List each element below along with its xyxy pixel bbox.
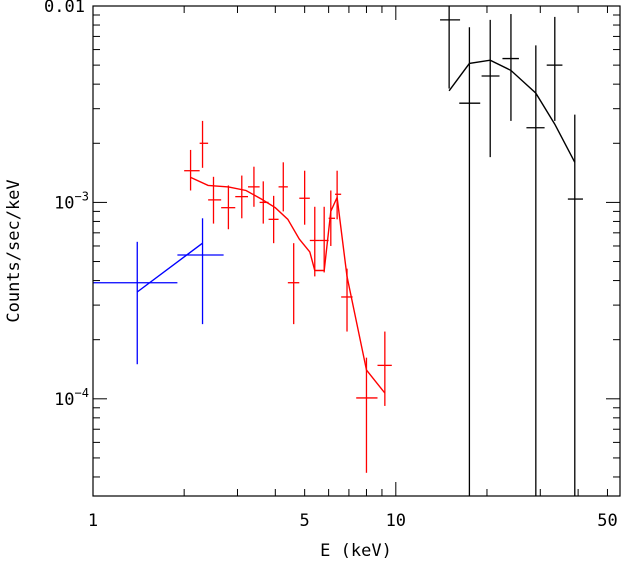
x-tick-label: 10	[386, 511, 406, 531]
y-axis-label: Counts/sec/keV	[4, 179, 24, 322]
model-line	[448, 59, 576, 163]
axis-ticks	[92, 5, 620, 496]
series-2	[440, 6, 583, 496]
y-tick-label: 10−3	[54, 189, 89, 213]
plot-frame	[92, 5, 621, 497]
y-tick-label: 10−4	[54, 386, 89, 410]
plot-area	[93, 6, 583, 496]
y-tick-label: 0.01	[44, 0, 85, 17]
axis-tick-labels: 1 5 10 50 0.01 10−3 10−4	[44, 0, 618, 531]
x-tick-label: 50	[597, 511, 617, 531]
series-1	[184, 120, 392, 473]
x-tick-label: 1	[88, 511, 98, 531]
model-line	[190, 176, 386, 394]
series-0	[93, 218, 224, 365]
x-tick-label: 5	[300, 511, 310, 531]
model-line	[136, 242, 203, 293]
x-axis-label: E (keV)	[320, 541, 392, 561]
